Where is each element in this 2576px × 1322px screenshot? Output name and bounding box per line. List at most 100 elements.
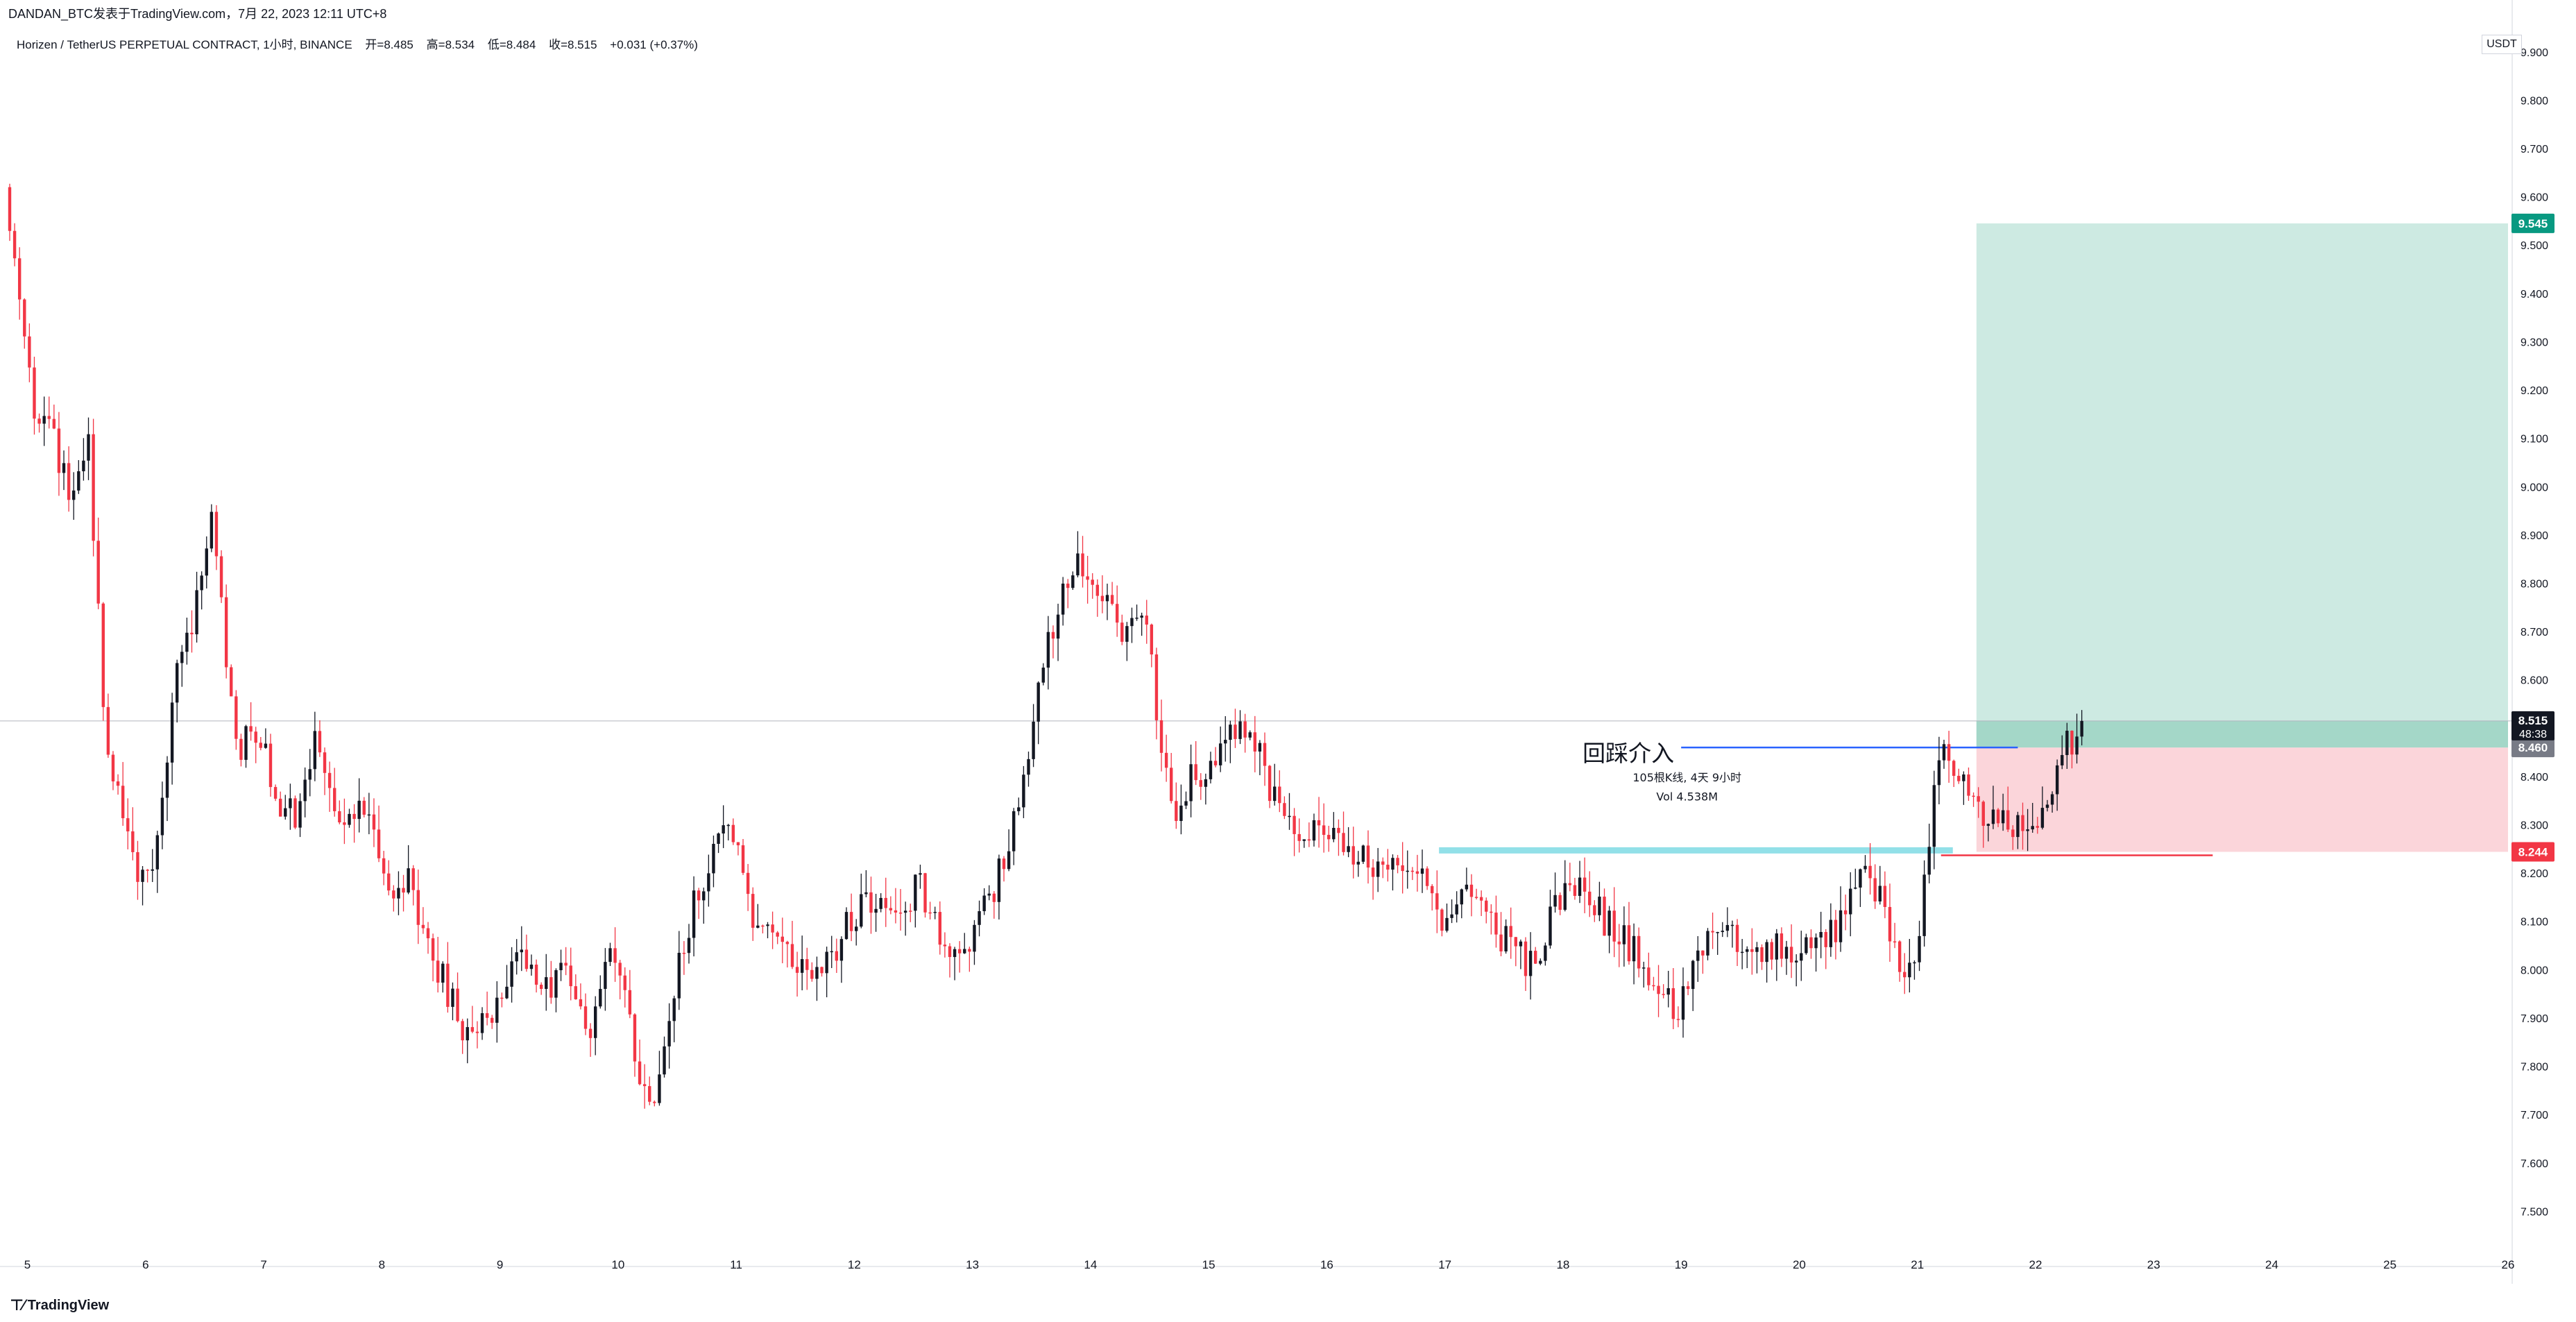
price-tick-label: 8.700 <box>2520 627 2548 638</box>
tradingview-logo[interactable]: ⊤⁄ TradingView <box>10 1296 109 1314</box>
candle-body <box>1676 1019 1680 1020</box>
candle-body <box>1819 932 1823 938</box>
candle-body <box>992 893 996 902</box>
price-tick-label: 9.300 <box>2520 337 2548 348</box>
currency-selector[interactable]: USDT <box>2482 35 2522 54</box>
candle-body <box>1893 941 1897 943</box>
candle-body <box>1514 937 1518 947</box>
candle-body <box>564 963 568 966</box>
candle-body <box>1401 865 1404 872</box>
candle-body <box>333 788 336 811</box>
candle-body <box>618 963 622 976</box>
candle-body <box>1711 931 1714 933</box>
candle-body <box>1770 942 1773 960</box>
candle-body <box>1760 947 1764 963</box>
candle-body <box>475 1031 479 1033</box>
candle-body <box>480 1013 484 1033</box>
candle-body <box>1603 897 1606 936</box>
candle-body <box>1140 616 1143 618</box>
candle-body <box>776 932 779 937</box>
loss-zone <box>1976 747 2508 852</box>
candle-body <box>613 948 617 963</box>
candle-body <box>1376 861 1380 877</box>
candle-body <box>327 772 332 788</box>
candle-body <box>854 926 858 931</box>
candle-body <box>889 908 893 910</box>
candle-body <box>712 843 715 874</box>
candle-body <box>505 986 509 999</box>
candle-body <box>1490 911 1493 913</box>
legend-high: 高=8.534 <box>426 38 475 51</box>
candle-body <box>239 738 243 760</box>
candle-body <box>1549 906 1552 946</box>
candle-body <box>1657 985 1660 994</box>
candle-body <box>1735 924 1739 952</box>
candle-body <box>1431 885 1434 894</box>
candle-body <box>352 813 356 820</box>
candle-body <box>1420 868 1424 874</box>
candle-body <box>697 890 701 901</box>
candle-body <box>303 779 307 802</box>
candle-body <box>441 963 445 983</box>
candle-body <box>785 942 790 944</box>
candle-body <box>653 1101 656 1103</box>
time-tick-label: 12 <box>848 1258 861 1271</box>
candle-body <box>1410 870 1415 872</box>
candle-body <box>623 975 626 990</box>
candle-body <box>1681 986 1685 1020</box>
candle-body <box>1396 858 1399 865</box>
candle-body <box>67 463 71 500</box>
candle-body <box>1746 949 1749 952</box>
candle-body <box>1568 883 1572 885</box>
time-tick-label: 25 <box>2383 1258 2396 1271</box>
candle-body <box>357 800 361 820</box>
candle-body <box>1897 941 1902 972</box>
price-tick-label: 8.000 <box>2520 965 2548 976</box>
candle-body <box>234 696 238 739</box>
candle-body <box>57 428 61 473</box>
candle-body <box>677 952 681 999</box>
candle-body <box>289 798 292 808</box>
price-tick-label: 9.900 <box>2520 47 2548 59</box>
candle-body <box>1041 668 1045 683</box>
candle-body <box>200 575 203 591</box>
candle-body <box>1248 732 1252 738</box>
candle-body <box>2026 829 2029 831</box>
candle-body <box>1455 904 1458 915</box>
candle-body <box>293 798 297 828</box>
candle-body <box>1100 595 1104 602</box>
candle-body <box>539 984 543 990</box>
candle-body <box>795 967 799 973</box>
candle-body <box>2001 810 2005 824</box>
candle-body <box>402 888 405 893</box>
candle-body <box>1784 947 1789 959</box>
candle-body <box>92 434 95 541</box>
candlestick-series <box>8 183 2083 1109</box>
candle-body <box>898 913 903 914</box>
candle-body <box>155 835 160 870</box>
candle-body <box>1322 825 1326 836</box>
candle-body <box>244 726 248 760</box>
candle-body <box>1361 845 1365 862</box>
candle-body <box>2075 736 2079 755</box>
time-tick-label: 26 <box>2502 1258 2515 1271</box>
candle-body <box>1888 906 1892 942</box>
candle-body <box>2055 765 2059 795</box>
candle-body <box>1706 931 1709 956</box>
candle-body <box>830 951 833 953</box>
legend-symbol[interactable]: Horizen / TetherUS PERPETUAL CONTRACT, 1… <box>17 38 352 51</box>
candle-body <box>579 999 583 1007</box>
candle-body <box>106 706 110 755</box>
legend-low: 低=8.484 <box>487 38 536 51</box>
candle-body <box>1007 851 1011 870</box>
drawing-lines <box>0 720 2512 856</box>
candle-body <box>909 910 912 912</box>
price-tick-label: 9.100 <box>2520 434 2548 446</box>
candle-body <box>1224 740 1227 744</box>
candle-body <box>348 813 351 825</box>
tradingview-logo-icon: ⊤⁄ <box>10 1296 25 1314</box>
candle-body <box>2065 730 2069 756</box>
candle-body <box>42 416 46 424</box>
candle-body <box>1805 937 1808 954</box>
